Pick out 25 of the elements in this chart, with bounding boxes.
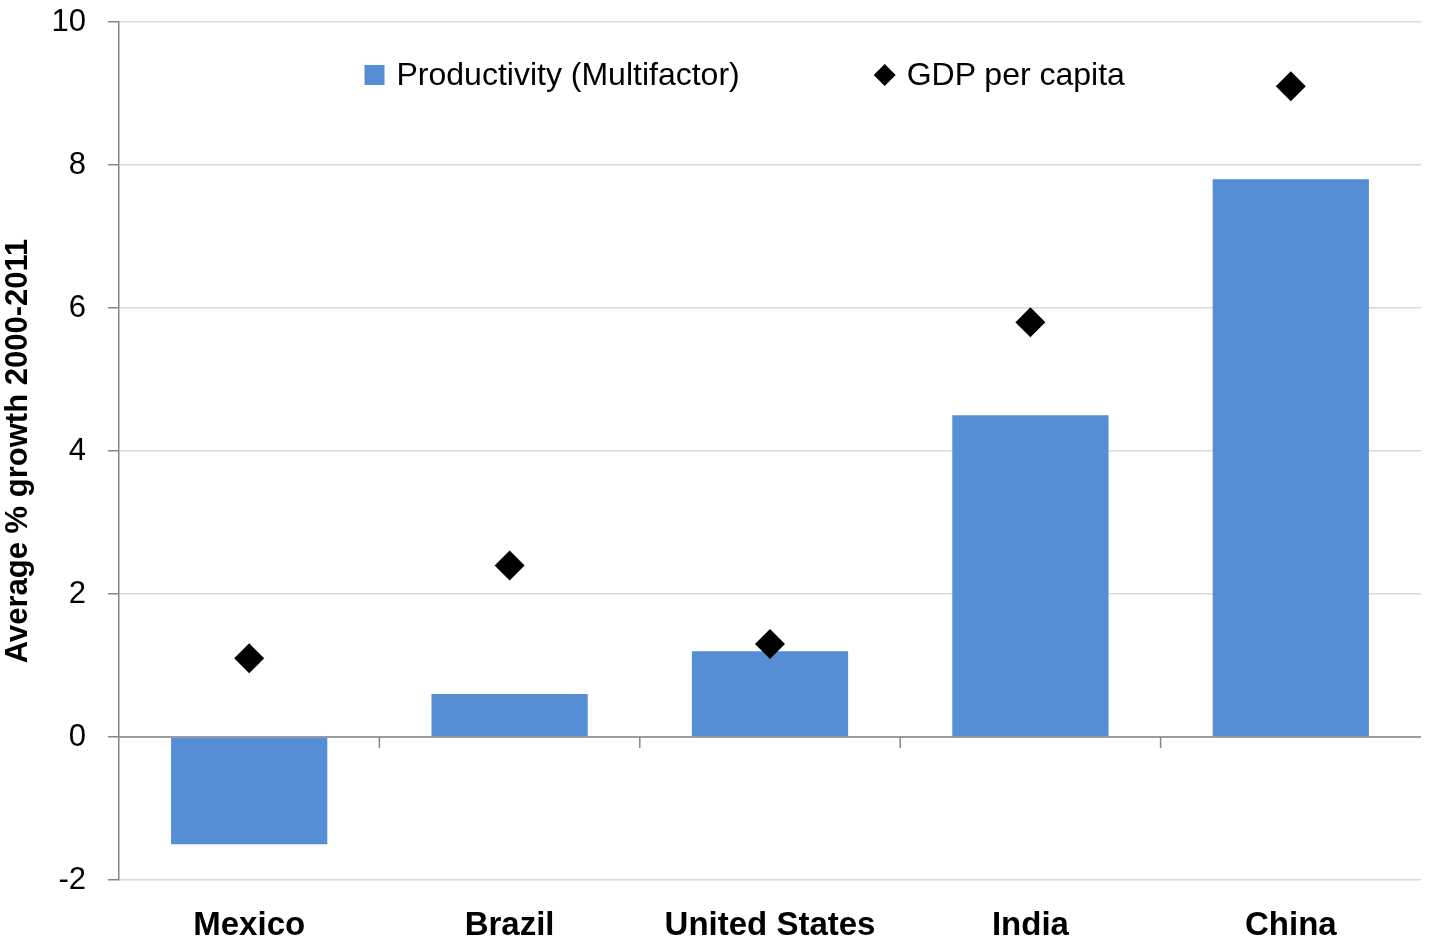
y-axis-title: Average % growth 2000-2011	[0, 238, 35, 664]
point	[1275, 71, 1306, 102]
y-tick-label: -2	[58, 860, 86, 896]
bar	[171, 737, 328, 845]
y-tick-label: 8	[68, 145, 86, 181]
legend-label: GDP per capita	[906, 55, 1126, 92]
y-tick-label: 6	[68, 288, 86, 324]
bar	[1212, 179, 1369, 737]
bar	[431, 694, 588, 737]
legend-label: Productivity (Multifactor)	[396, 55, 740, 92]
x-tick-label: Mexico	[193, 904, 306, 942]
point	[1015, 307, 1046, 338]
point	[234, 643, 265, 674]
point	[755, 629, 785, 660]
x-tick-label: United States	[664, 904, 876, 942]
x-tick-label: China	[1244, 904, 1338, 942]
bar	[691, 651, 849, 737]
y-tick-label: 0	[68, 717, 86, 753]
x-tick-label: India	[991, 904, 1070, 942]
bar	[952, 415, 1109, 737]
y-tick-label: 2	[68, 574, 86, 610]
y-tick-label: 4	[68, 431, 86, 467]
point	[494, 550, 525, 581]
x-tick-label: Brazil	[464, 904, 555, 942]
y-tick-label: 10	[51, 2, 86, 38]
